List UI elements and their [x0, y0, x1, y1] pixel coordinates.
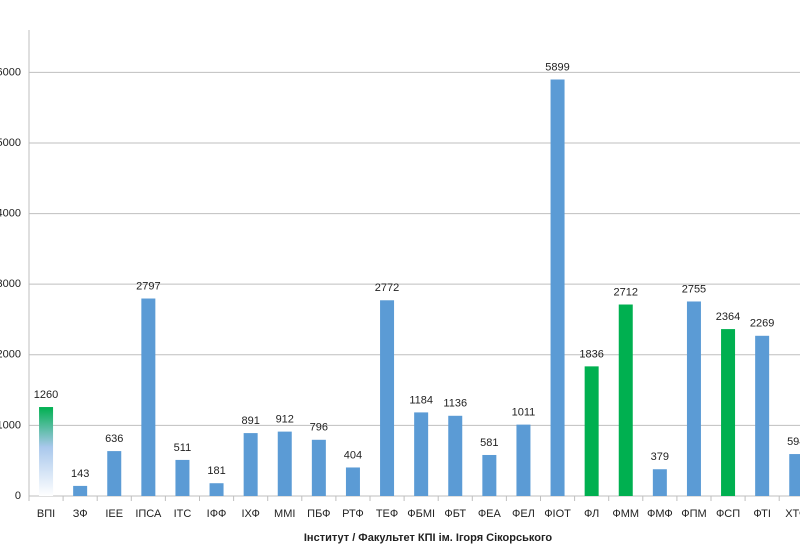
- bar: [311, 439, 326, 496]
- x-axis-title: Інститут / Факультет КПІ ім. Ігоря Сікор…: [304, 532, 553, 544]
- value-label: 1260: [34, 389, 58, 401]
- bar: [686, 301, 701, 496]
- x-tick-label: ІХФ: [241, 508, 259, 520]
- x-tick-label: ТЕФ: [376, 508, 398, 520]
- x-tick-label: ФЕЛ: [512, 508, 535, 520]
- y-tick-label: 0: [15, 490, 21, 502]
- x-tick-label: ІТС: [174, 508, 192, 520]
- y-tick-label: 3000: [0, 278, 21, 290]
- bar: [380, 300, 395, 496]
- x-tick-label: ВПІ: [37, 508, 55, 520]
- bar: [721, 329, 736, 496]
- value-label: 5899: [545, 61, 569, 73]
- x-tick-label: ХТФ: [785, 508, 800, 520]
- value-label: 2364: [716, 311, 740, 323]
- bar: [516, 424, 531, 496]
- value-label: 581: [480, 437, 498, 449]
- x-tick-label: ФММ: [612, 508, 639, 520]
- bar: [243, 433, 258, 496]
- value-label: 1836: [579, 348, 603, 360]
- x-tick-label: ФТІ: [753, 508, 771, 520]
- x-tick-label: ІФФ: [207, 508, 227, 520]
- value-label: 2772: [375, 282, 399, 294]
- bar: [39, 407, 54, 496]
- bar: [550, 79, 565, 497]
- x-tick-label: ФСП: [716, 508, 740, 520]
- bar: [789, 454, 800, 496]
- bar: [73, 485, 88, 496]
- bar: [448, 415, 463, 496]
- x-tick-label: ФІОТ: [544, 508, 571, 520]
- x-tick-label: ФБМІ: [407, 508, 435, 520]
- value-label: 1011: [512, 407, 536, 419]
- x-tick-label: РТФ: [342, 508, 364, 520]
- y-tick-label: 2000: [0, 349, 21, 361]
- x-tick-label: ФМФ: [647, 508, 673, 520]
- bar: [277, 431, 292, 496]
- y-tick-label: 6000: [0, 66, 21, 78]
- x-tick-label: ФБТ: [444, 508, 466, 520]
- bar: [107, 451, 122, 496]
- value-label: 2755: [682, 283, 706, 295]
- x-tick-label: ІЕЕ: [105, 508, 123, 520]
- bar: [482, 454, 497, 496]
- x-tick-label: ІПСА: [135, 508, 162, 520]
- x-tick-label: ФЕА: [478, 508, 502, 520]
- value-label: 636: [105, 433, 123, 445]
- bar: [209, 483, 224, 496]
- y-tick-label: 4000: [0, 207, 21, 219]
- x-tick-label: ЗФ: [73, 508, 88, 520]
- bar: [584, 366, 599, 496]
- bar: [141, 298, 156, 496]
- value-label: 2797: [136, 280, 160, 292]
- value-label: 594: [787, 436, 800, 448]
- value-label: 891: [241, 415, 259, 427]
- value-label: 796: [310, 422, 328, 434]
- bar: [755, 335, 770, 496]
- bar: [345, 467, 360, 496]
- value-label: 2269: [750, 318, 774, 330]
- x-tick-label: ПБФ: [307, 508, 330, 520]
- bar: [652, 469, 667, 496]
- value-label: 143: [71, 468, 89, 480]
- y-tick-label: 5000: [0, 137, 21, 149]
- value-label: 404: [344, 449, 362, 461]
- y-tick-label: 1000: [0, 419, 21, 431]
- value-label: 511: [174, 442, 192, 454]
- value-label: 2712: [614, 286, 638, 298]
- bar: [618, 304, 633, 496]
- x-tick-label: ФЛ: [584, 508, 599, 520]
- value-label: 379: [651, 451, 669, 463]
- value-label: 912: [276, 414, 294, 426]
- value-label: 1184: [409, 394, 433, 406]
- bar: [175, 459, 190, 496]
- value-label: 1136: [443, 398, 467, 410]
- value-label: 181: [207, 465, 225, 477]
- x-tick-label: ФПМ: [681, 508, 706, 520]
- x-tick-label: ММІ: [274, 508, 295, 520]
- bar: [414, 412, 429, 496]
